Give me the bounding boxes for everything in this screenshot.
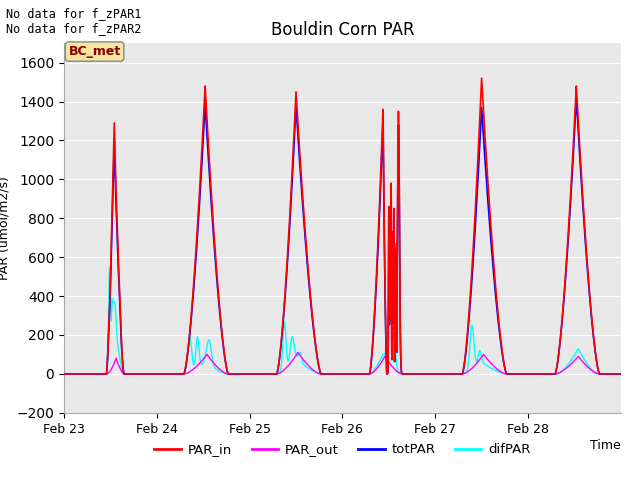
Text: BC_met: BC_met (68, 45, 121, 58)
PAR_in (449, 371, 456, 377)
difPAR (237, 371, 244, 377)
totPAR (449, 371, 456, 377)
totPAR (413, 371, 420, 377)
PAR_out (617, 371, 625, 377)
PAR_in (478, 85, 486, 91)
totPAR (617, 371, 625, 377)
Line: PAR_in: PAR_in (64, 78, 621, 374)
difPAR (60, 371, 68, 377)
PAR_in (237, 371, 244, 377)
difPAR (413, 371, 420, 377)
PAR_in (449, 371, 456, 377)
PAR_out (413, 371, 420, 377)
PAR_in (617, 371, 625, 377)
PAR_out (294, 349, 302, 355)
totPAR (573, 95, 580, 100)
difPAR (449, 371, 456, 377)
PAR_out (478, 353, 486, 359)
PAR_out (449, 371, 456, 377)
totPAR (237, 371, 244, 377)
PAR_out (520, 371, 527, 377)
totPAR (519, 371, 527, 377)
difPAR (106, 265, 113, 271)
PAR_in (60, 371, 68, 377)
totPAR (478, 110, 486, 116)
totPAR (449, 371, 456, 377)
difPAR (449, 371, 456, 377)
PAR_in (413, 371, 420, 377)
Line: difPAR: difPAR (64, 268, 621, 374)
PAR_out (449, 371, 456, 377)
difPAR (617, 371, 625, 377)
Text: No data for f_zPAR1: No data for f_zPAR1 (6, 7, 142, 20)
Y-axis label: PAR (umol/m2/s): PAR (umol/m2/s) (0, 176, 11, 280)
PAR_out (237, 371, 244, 377)
difPAR (520, 371, 527, 377)
Text: No data for f_zPAR2: No data for f_zPAR2 (6, 22, 142, 35)
difPAR (478, 356, 486, 362)
Line: totPAR: totPAR (64, 97, 621, 374)
Title: Bouldin Corn PAR: Bouldin Corn PAR (271, 21, 414, 39)
PAR_in (477, 75, 485, 81)
Text: Time: Time (590, 439, 621, 452)
Legend: PAR_in, PAR_out, totPAR, difPAR: PAR_in, PAR_out, totPAR, difPAR (149, 438, 536, 462)
Line: PAR_out: PAR_out (64, 352, 621, 374)
PAR_out (60, 371, 68, 377)
totPAR (60, 371, 68, 377)
PAR_in (520, 371, 527, 377)
